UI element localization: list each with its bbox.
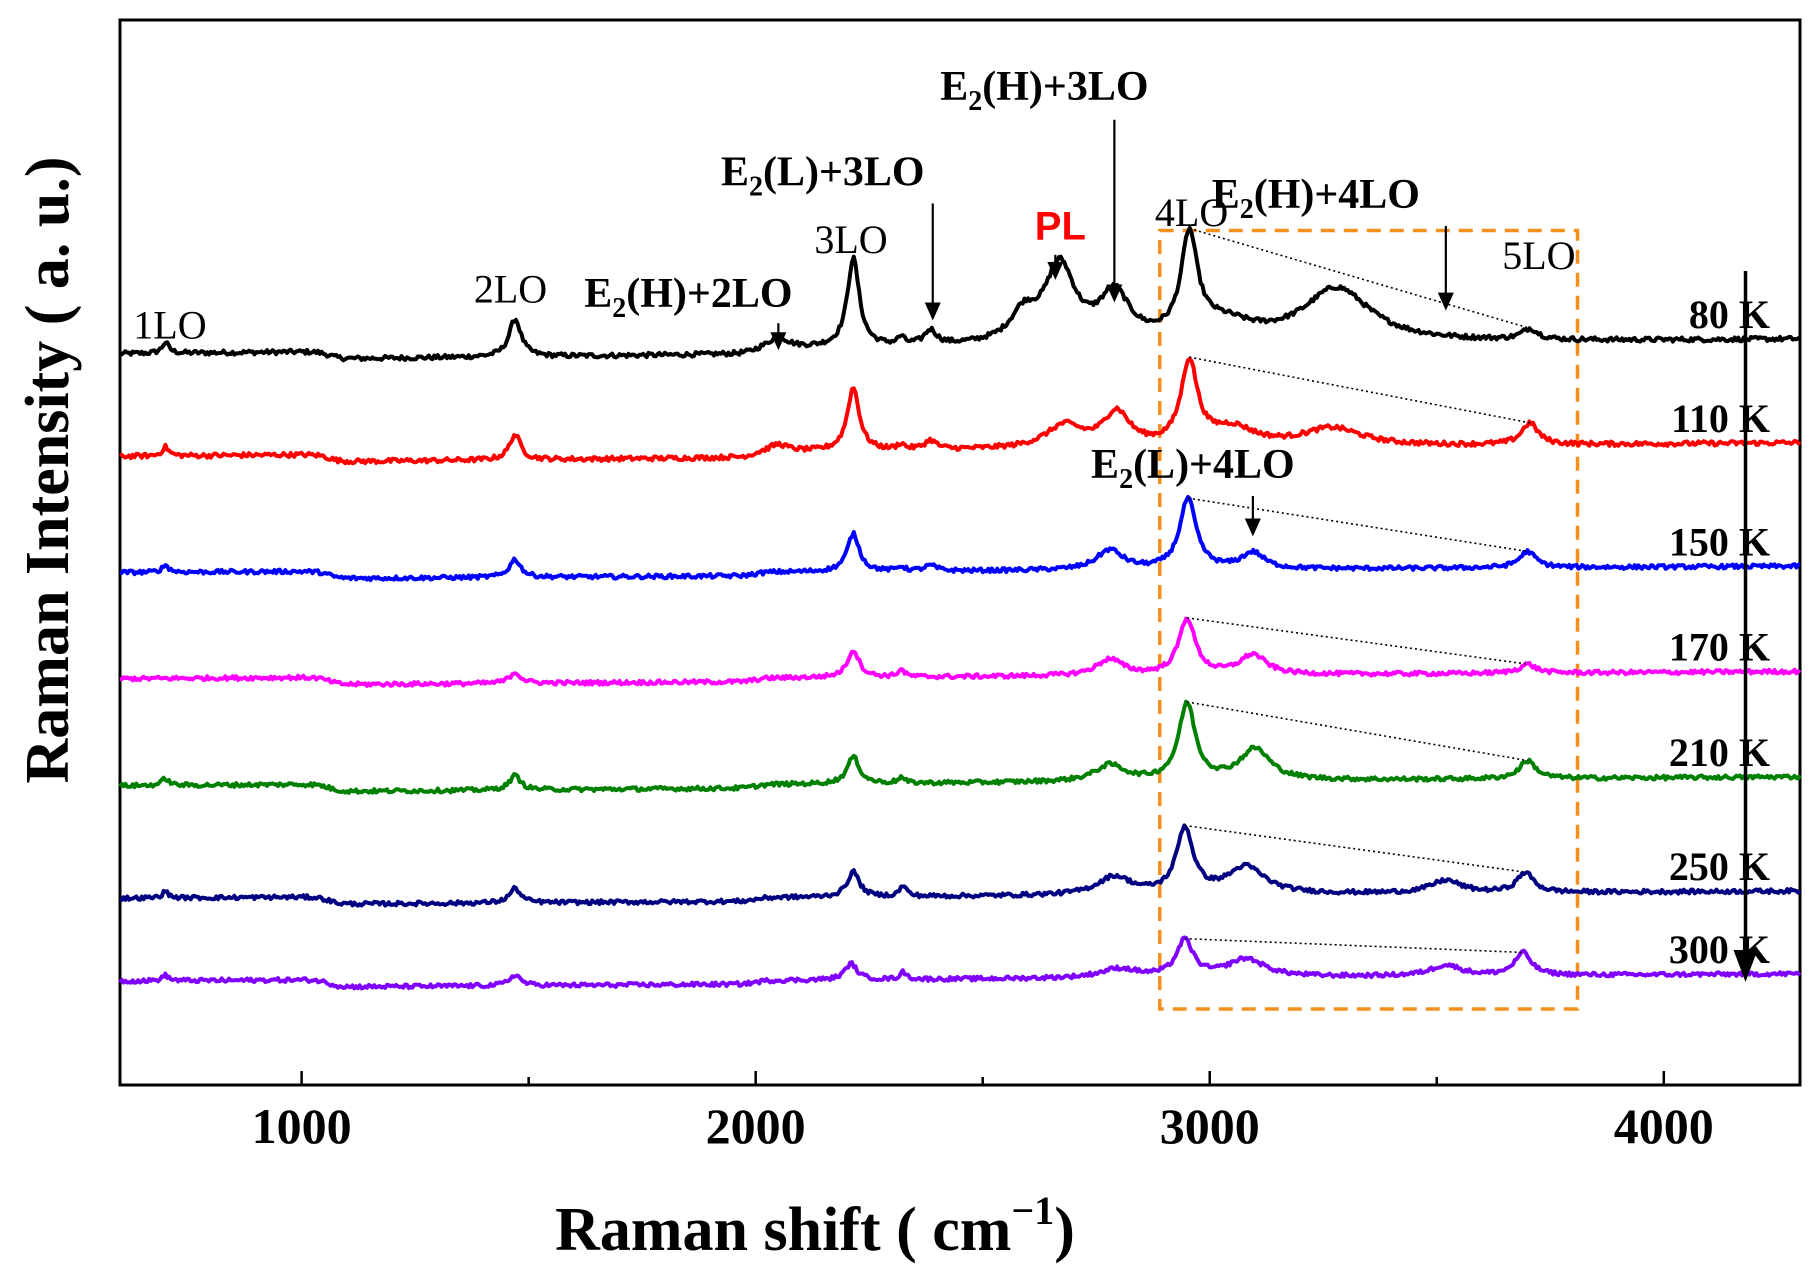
series-line-170k bbox=[119, 616, 1802, 688]
temperature-label: 150 K bbox=[1669, 519, 1770, 564]
series-line-110k bbox=[119, 356, 1802, 466]
series-line-150k bbox=[119, 494, 1801, 583]
series-line-250k bbox=[119, 823, 1802, 908]
mode-annotation: E2(L)+3LO bbox=[721, 150, 925, 203]
mode-annotation: E2(H)+4LO bbox=[1212, 172, 1420, 225]
peak-annotation: 1LO bbox=[133, 303, 206, 348]
temperature-label: 110 K bbox=[1671, 396, 1770, 441]
plot-area: 1000 2000 3000 4000 80 K 110 K 150 K 170 K 210 K… bbox=[118, 18, 1802, 1154]
y-axis-label: Raman Intensity ( a. u.) bbox=[14, 157, 82, 784]
peak-tie-line bbox=[1184, 824, 1526, 873]
plot-frame bbox=[118, 18, 1802, 1087]
peak-annotation: 5LO bbox=[1502, 233, 1575, 278]
peak-annotation: 4LO bbox=[1155, 190, 1228, 235]
peak-tie-line bbox=[1189, 227, 1531, 330]
temperature-label: 300 K bbox=[1669, 927, 1770, 972]
peak-annotation: 3LO bbox=[814, 217, 887, 262]
peak-tie-line bbox=[1186, 617, 1528, 665]
highlight-box bbox=[1158, 228, 1580, 1011]
peak-annotation: 2LO bbox=[474, 267, 547, 312]
mode-annotation: E2(L)+4LO bbox=[1091, 442, 1295, 495]
series-line-210k bbox=[118, 699, 1802, 795]
x-tick-label: 1000 bbox=[252, 1098, 352, 1154]
mode-arrow-head bbox=[1244, 518, 1261, 537]
x-axis-label: Raman shift ( cm−1) bbox=[555, 1188, 1075, 1264]
series-line-80k bbox=[118, 225, 1801, 363]
mode-arrow-head bbox=[1437, 292, 1454, 311]
peak-tie-line bbox=[1187, 497, 1528, 553]
temperature-arrow-head bbox=[1733, 950, 1758, 982]
mode-annotation: E2(H)+2LO bbox=[584, 271, 792, 324]
temperature-label: 250 K bbox=[1669, 844, 1770, 889]
mode-arrow-head bbox=[924, 302, 941, 321]
mode-annotation: E2(H)+3LO bbox=[940, 64, 1148, 117]
mode-arrow-head bbox=[1106, 284, 1123, 303]
mode-arrow-head bbox=[770, 332, 787, 351]
x-tick-label: 2000 bbox=[706, 1098, 806, 1154]
peak-tie-line bbox=[1184, 937, 1524, 954]
x-tick-label: 3000 bbox=[1160, 1098, 1260, 1154]
peak-tie-line bbox=[1186, 701, 1528, 762]
temperature-label: 170 K bbox=[1669, 625, 1770, 670]
x-tick-label: 4000 bbox=[1614, 1098, 1714, 1154]
peak-tie-line bbox=[1189, 356, 1530, 424]
pl-arrow-head bbox=[1047, 262, 1064, 280]
pl-annotation: PL bbox=[1035, 205, 1086, 249]
temperature-label: 210 K bbox=[1669, 730, 1770, 775]
temperature-label: 80 K bbox=[1689, 292, 1770, 337]
series-line-300k bbox=[118, 935, 1802, 991]
